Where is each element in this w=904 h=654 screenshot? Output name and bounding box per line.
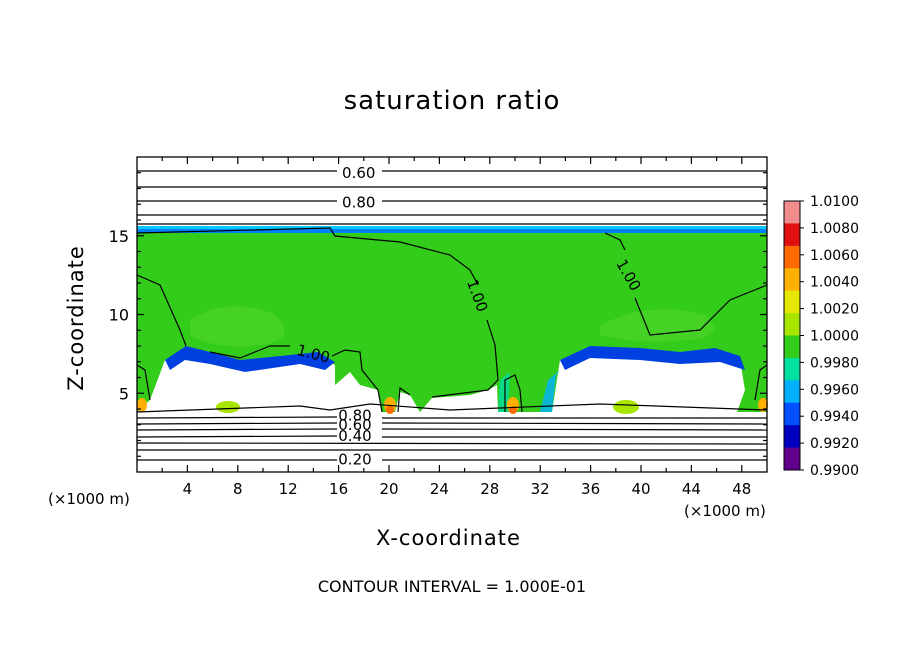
contour-line — [136, 422, 338, 425]
contour-line — [331, 349, 383, 413]
colorbar-swatch — [784, 313, 800, 336]
colorbar-label: 0.9960 — [810, 382, 859, 398]
x-tick-label: 12 — [279, 480, 298, 498]
contour-line — [136, 274, 187, 347]
colorbar-swatch — [784, 447, 800, 471]
x-tick-label: 40 — [631, 480, 650, 498]
contour-line — [381, 422, 768, 425]
colorbar-label: 1.0060 — [810, 248, 859, 264]
field-plume — [137, 398, 147, 412]
contour-interval-note: CONTOUR INTERVAL = 1.000E-01 — [317, 577, 587, 596]
colorbar: 1.0100 1.0080 1.0060 1.0040 1.0020 1.0000 0.99… — [783, 194, 859, 479]
x-tick-label: 32 — [531, 480, 550, 498]
contour-label: 0.40 — [338, 427, 371, 445]
colorbar-swatch — [784, 201, 800, 224]
colorbar-swatch — [784, 335, 800, 359]
contour-line — [604, 232, 626, 251]
y-tick-label: 15 — [109, 227, 129, 246]
colorbar-swatch — [784, 380, 800, 404]
contour-line — [504, 374, 523, 413]
contour-line — [136, 442, 768, 445]
field-top-band-light — [137, 226, 767, 229]
contour-line — [136, 435, 338, 438]
contour-line — [136, 416, 338, 419]
shaded-field — [137, 226, 768, 414]
y-tick-label: 10 — [109, 306, 129, 325]
field-plume — [386, 406, 394, 414]
contour-label: 0.80 — [338, 406, 371, 424]
field-edge-band — [560, 346, 745, 370]
colorbar-label: 1.0040 — [810, 275, 859, 291]
field-region-lighter — [600, 309, 715, 342]
contour-line — [431, 319, 499, 398]
y-tick-label: 5 — [119, 384, 129, 403]
contour-line — [209, 345, 290, 359]
x-tick-label: 28 — [480, 480, 499, 498]
contour-label: 0.80 — [342, 194, 375, 212]
field-edge-band — [540, 370, 560, 412]
colorbar-label: 1.0020 — [810, 302, 859, 318]
contour-line — [397, 386, 411, 413]
colorbar-label: 1.0100 — [810, 194, 859, 210]
contour-line — [754, 364, 768, 401]
field-plume — [216, 401, 240, 413]
field-region-lighter — [190, 306, 285, 347]
colorbar-swatch — [784, 245, 800, 269]
field-top-band — [137, 228, 767, 233]
axis-ticks — [137, 157, 767, 472]
x-multiplier-label-left: (×1000 m) — [48, 490, 130, 508]
x-tick-label: 24 — [430, 480, 449, 498]
x-tick-label: 48 — [732, 480, 751, 498]
contour-label: 0.20 — [338, 450, 371, 468]
colorbar-label: 1.0080 — [810, 221, 859, 237]
contour-line — [634, 284, 768, 336]
colorbar-swatch — [784, 357, 800, 381]
colorbar-label: 0.9980 — [810, 355, 859, 371]
colorbar-label: 0.9900 — [810, 463, 859, 479]
colorbar-swatch — [784, 223, 800, 247]
contour-label: 0.60 — [342, 164, 375, 182]
colorbar-swatch — [784, 268, 800, 292]
contour-line — [381, 428, 768, 431]
field-edge-band — [165, 346, 335, 372]
colorbar-label: 1.0000 — [810, 329, 859, 345]
contour-line — [136, 428, 338, 431]
contour-line — [136, 227, 479, 286]
x-tick-label: 4 — [183, 480, 193, 498]
contour-line — [136, 364, 151, 401]
field-region-main — [137, 233, 767, 412]
field-edge-band — [498, 372, 510, 412]
colorbar-swatch — [784, 425, 800, 449]
x-tick-label: 8 — [233, 480, 243, 498]
contour-lines — [136, 170, 768, 461]
x-tick-label: 16 — [329, 480, 348, 498]
contour-label: 0.60 — [338, 416, 371, 434]
x-tick-label: 44 — [682, 480, 701, 498]
chart-title: saturation ratio — [343, 86, 561, 116]
x-tick-label: 20 — [379, 480, 398, 498]
colorbar-label: 0.9920 — [810, 436, 859, 452]
colorbar-label: 0.9940 — [810, 409, 859, 425]
colorbar-swatch — [784, 402, 800, 426]
x-axis-label: X-coordinate — [376, 526, 521, 550]
colorbar-swatch — [784, 290, 800, 314]
field-plume — [613, 400, 639, 414]
x-multiplier-label-right: (×1000 m) — [684, 502, 766, 520]
x-tick-label: 36 — [581, 480, 600, 498]
contour-line — [136, 403, 768, 413]
